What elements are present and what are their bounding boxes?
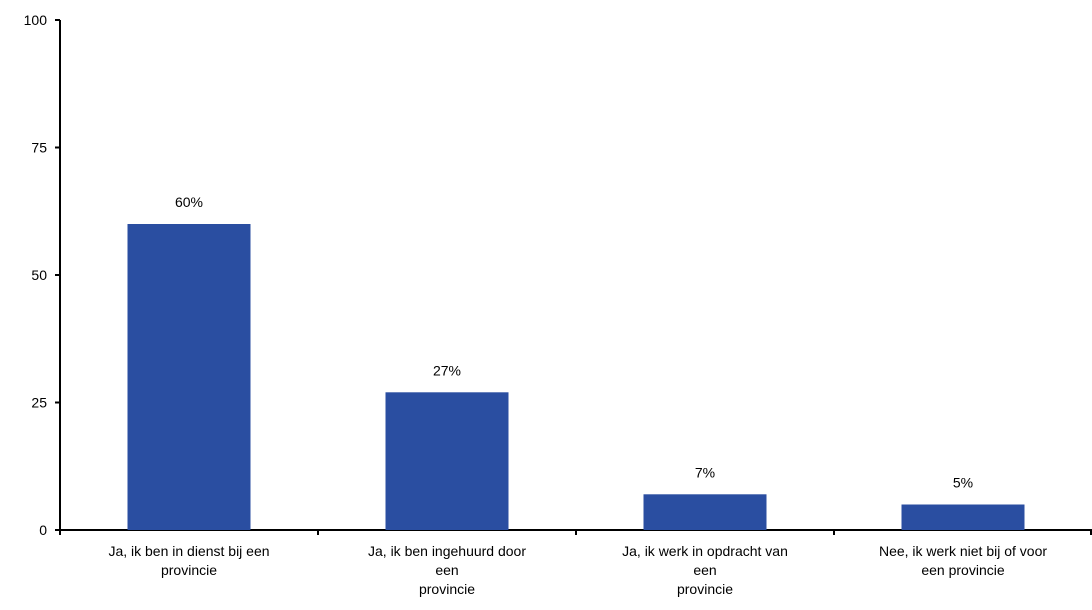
category-label: provincie bbox=[419, 581, 475, 597]
category-label: Ja, ik ben ingehuurd door bbox=[368, 543, 526, 559]
category-label: Nee, ik werk niet bij of voor bbox=[879, 543, 1047, 559]
category-label: een bbox=[693, 562, 716, 578]
category-label: Ja, ik werk in opdracht van bbox=[622, 543, 788, 559]
bar bbox=[385, 392, 509, 530]
y-tick-label: 100 bbox=[24, 12, 48, 28]
category-label: een bbox=[435, 562, 458, 578]
y-tick-label: 50 bbox=[31, 267, 47, 283]
category-labels: Ja, ik ben in dienst bij een provincie Ja,… bbox=[108, 543, 1047, 597]
bar-value-label: 27% bbox=[433, 362, 461, 378]
bar-value-label: 5% bbox=[953, 475, 973, 491]
category-label: een provincie bbox=[921, 562, 1004, 578]
y-tick-label: 75 bbox=[31, 140, 47, 156]
bars bbox=[127, 224, 1025, 530]
category-label: provincie bbox=[677, 581, 733, 597]
y-tick-label: 25 bbox=[31, 395, 47, 411]
bar bbox=[127, 224, 251, 530]
bar bbox=[643, 494, 767, 530]
bar bbox=[901, 504, 1025, 530]
y-tick-label: 0 bbox=[39, 522, 47, 538]
category-label: provincie bbox=[161, 562, 217, 578]
bar-labels: 60% 27% 7% 5% bbox=[175, 194, 973, 491]
x-axis bbox=[59, 529, 1092, 535]
category-label: Ja, ik ben in dienst bij een bbox=[108, 543, 269, 559]
bar-value-label: 60% bbox=[175, 194, 203, 210]
bar-value-label: 7% bbox=[695, 464, 715, 480]
y-axis: 0 25 50 75 100 bbox=[24, 12, 61, 538]
